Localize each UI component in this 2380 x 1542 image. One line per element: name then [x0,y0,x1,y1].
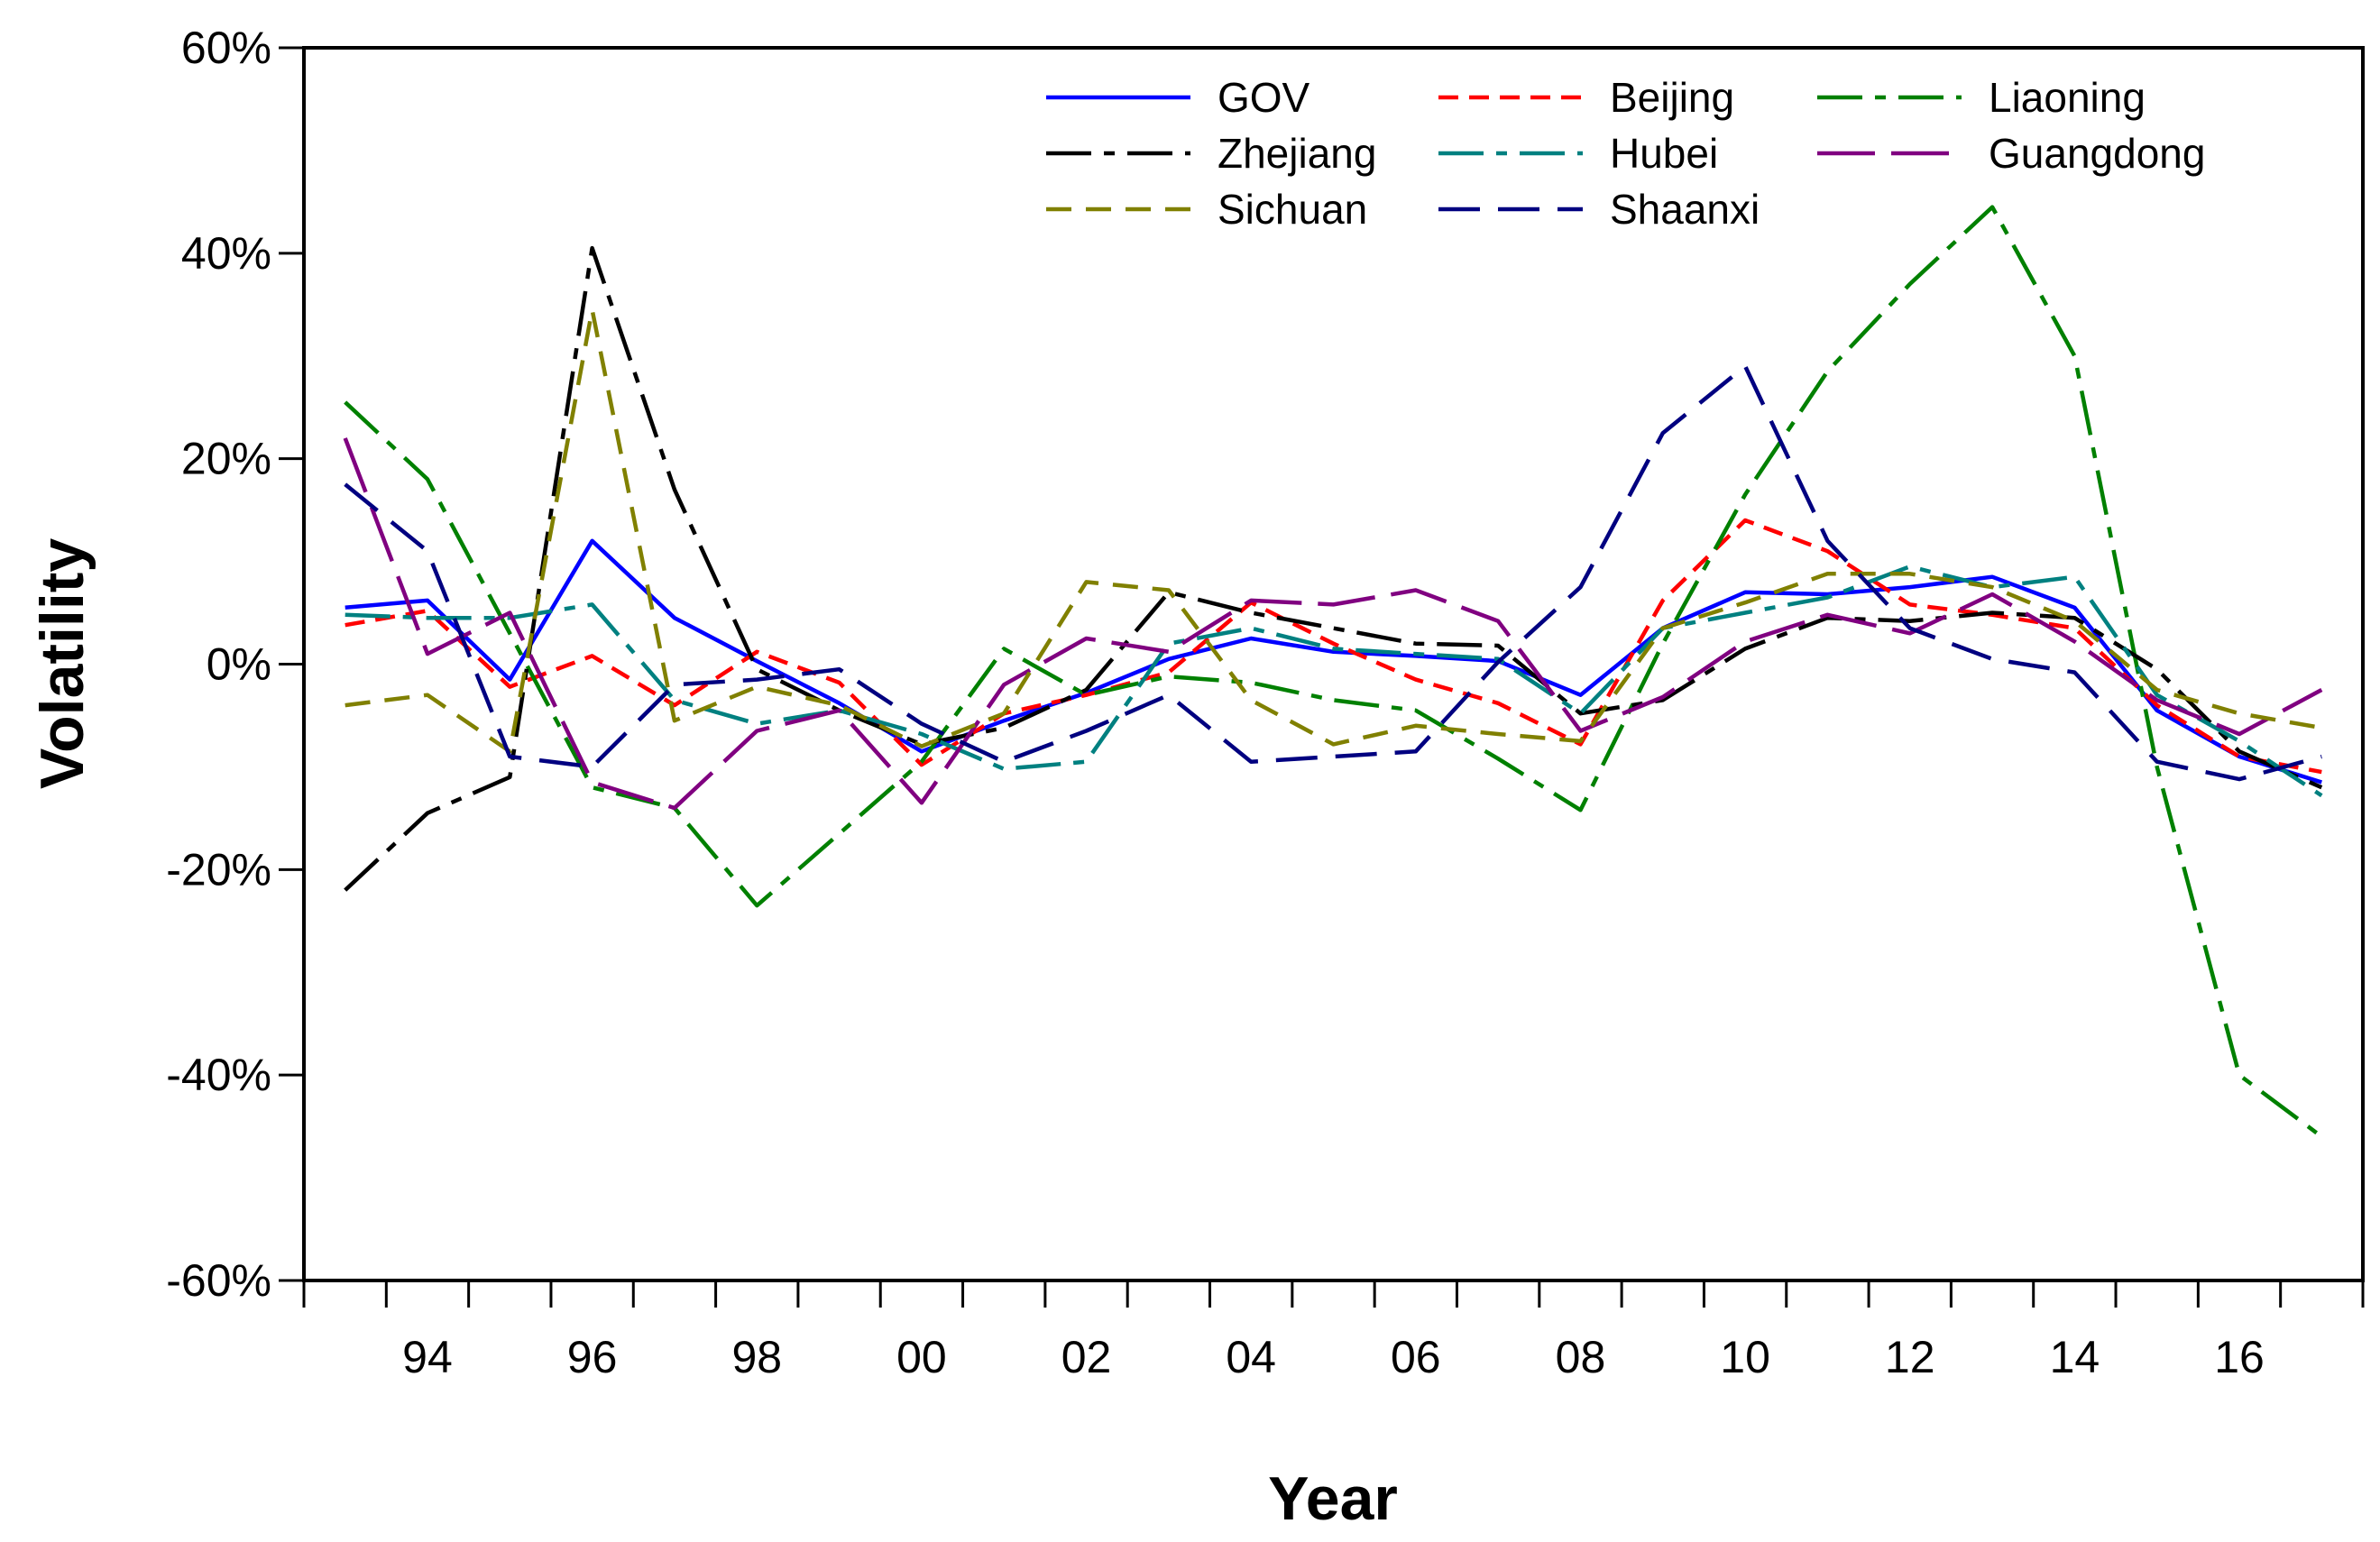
x-tick-label: 12 [1885,1332,1935,1382]
y-tick-label: 40% [181,228,271,279]
legend: GOV Beijing Liaoning Zhejiang Hubei Guangdong… [1046,74,2205,233]
series-line-gov [345,538,2322,785]
series-line-shaanxi [344,363,2322,782]
y-axis-title: Volatility [28,538,96,790]
legend-label-shaanxi: Shaanxi [1610,186,1760,233]
plot-area-frame [302,46,2365,1282]
x-tick-label: 04 [1226,1332,1276,1382]
y-tick-label: 20% [181,434,271,484]
y-tick-label: -20% [166,844,271,895]
x-axis-title: Year [1268,1464,1398,1533]
x-tick-label: 08 [1556,1332,1606,1382]
series-line-zhejiang [344,245,2323,892]
series-line-liaoning [344,205,2323,1139]
x-tick-label: 10 [1720,1332,1770,1382]
series-line-beijing [345,518,2322,775]
y-tick-label: 0% [207,639,271,690]
legend-label-hubei: Hubei [1610,130,1718,177]
legend-label-beijing: Beijing [1610,74,1734,121]
x-tick-label: 16 [2214,1332,2265,1382]
legend-label-guangdong: Guangdong [1989,130,2205,177]
x-tick-label: 94 [402,1332,453,1382]
legend-label-gov: GOV [1218,74,1310,121]
x-tick-label: 14 [2050,1332,2100,1382]
series-line-guangdong [343,437,2323,811]
legend-label-sichuan: Sichuan [1218,186,1367,233]
series-lines [343,205,2323,1139]
x-tick-label: 98 [731,1332,782,1382]
x-tick-label: 02 [1061,1332,1112,1382]
series-line-sichuan [345,307,2322,754]
y-axis-ticks: -60% -40% -20% 0% 20% 40% 60% [166,23,304,1306]
legend-label-liaoning: Liaoning [1989,74,2146,121]
y-tick-label: -40% [166,1050,271,1100]
x-tick-label: 00 [896,1332,947,1382]
x-tick-label: 06 [1391,1332,1441,1382]
legend-label-zhejiang: Zhejiang [1218,130,1376,177]
x-tick-label: 96 [567,1332,618,1382]
y-tick-label: 60% [181,23,271,73]
y-tick-label: -60% [166,1255,271,1306]
series-line-hubei [345,564,2323,798]
x-axis-ticks: 94 96 98 00 02 04 06 08 10 12 14 16 [302,1280,2365,1382]
